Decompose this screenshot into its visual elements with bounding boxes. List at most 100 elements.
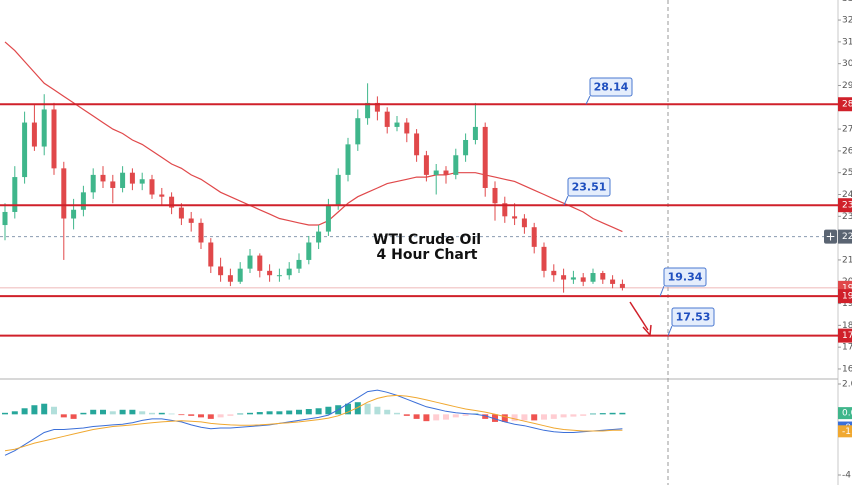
moving-average: [4, 41, 623, 233]
chart-subtitle: 4 Hour Chart: [377, 247, 478, 263]
candle-body: [61, 168, 67, 219]
candle-body: [110, 181, 116, 188]
candle-body: [384, 111, 390, 127]
macd-bar: [394, 412, 400, 415]
add-button-icon: +: [825, 230, 835, 244]
macd-bar: [462, 414, 469, 416]
candle-body: [247, 255, 253, 269]
candle-body: [188, 218, 194, 223]
candle-body: [610, 279, 616, 284]
macd-bar: [364, 403, 371, 415]
candle-body: [286, 268, 292, 276]
macd-bar: [325, 406, 332, 415]
macd-bar: [403, 414, 410, 416]
macd-bar: [80, 412, 87, 415]
candle-body: [561, 275, 567, 280]
candle-body: [600, 273, 606, 280]
macd-tag: [838, 425, 852, 438]
macd-bar: [129, 409, 136, 415]
macd-bar: [413, 414, 420, 419]
macd-bar: [590, 413, 596, 415]
macd-bar: [452, 414, 459, 418]
candle-body: [433, 170, 439, 175]
level-tag: [838, 289, 852, 304]
macd-bar: [433, 414, 440, 421]
add-button[interactable]: [824, 229, 837, 244]
callout-box: [589, 77, 633, 97]
candle-body: [296, 259, 302, 269]
macd-bar: [168, 413, 175, 415]
macd-bar: [492, 414, 498, 422]
candle-body: [306, 242, 312, 260]
last-price-label: 19.72: [842, 283, 852, 293]
macd-bar: [60, 414, 67, 418]
candle-body: [335, 174, 341, 206]
macd-bar: [384, 409, 391, 415]
level-tag-label: 19.34: [842, 292, 852, 302]
callout-box: [567, 177, 611, 197]
candle-body: [355, 118, 361, 145]
level-tag: [838, 328, 852, 343]
macd-bar: [305, 409, 312, 415]
macd-bar: [31, 405, 38, 415]
candle-body: [345, 144, 351, 175]
candle-body: [237, 268, 243, 282]
candle-body: [619, 283, 625, 288]
macd-bar: [237, 413, 244, 415]
macd-bar: [149, 412, 155, 415]
candle-body: [365, 102, 371, 119]
macd-bar: [511, 414, 518, 422]
candle-body: [423, 155, 429, 175]
arrow: [629, 301, 649, 331]
macd-tag-label: 0.08: [842, 409, 852, 419]
candle-body: [276, 275, 282, 277]
candle-body: [531, 227, 537, 247]
candle-body: [218, 266, 224, 276]
y-tick-label: 31: [842, 37, 852, 47]
candle-body: [580, 277, 586, 282]
macd-bar: [482, 414, 489, 419]
macd-bar: [70, 414, 77, 419]
macd-bar: [207, 414, 214, 419]
candle-body: [100, 174, 106, 182]
candle-body: [374, 102, 380, 112]
candle-body: [22, 122, 28, 178]
macd-bar: [541, 414, 547, 420]
macd-bar: [139, 411, 146, 415]
macd-bar: [423, 414, 430, 422]
callout-leader: [667, 325, 673, 336]
y-tick-label: 29: [842, 81, 852, 91]
candle-body: [512, 216, 518, 219]
macd-bar: [619, 412, 626, 415]
candle-body: [551, 270, 557, 276]
callout-leader: [659, 285, 665, 297]
y-tick-label: 17: [842, 343, 852, 353]
macd-bar: [100, 409, 106, 415]
candle-body: [325, 205, 331, 232]
callout-leader: [585, 95, 591, 105]
macd-bar: [109, 411, 116, 415]
candle-body: [502, 203, 508, 217]
candle-body: [129, 172, 135, 184]
macd-bar: [531, 414, 538, 421]
macd-bar: [90, 409, 97, 415]
candle-body: [590, 273, 596, 282]
macd-line: [4, 389, 623, 456]
candle-body: [521, 218, 527, 228]
macd-bar: [296, 409, 302, 415]
macd-tick-label: 2.0: [842, 380, 852, 390]
macd-bar: [198, 414, 204, 418]
y-tick-label: 33: [842, 0, 852, 4]
candle-body: [80, 192, 86, 210]
macd-bar: [345, 403, 351, 415]
macd-bar: [2, 412, 8, 415]
macd-bar: [217, 414, 224, 418]
candle-body: [178, 207, 184, 219]
macd-bar: [256, 412, 263, 415]
candle-body: [120, 172, 126, 188]
y-tick-label: 21: [842, 255, 852, 265]
macd-bar: [609, 412, 616, 415]
candle-body: [159, 194, 165, 197]
